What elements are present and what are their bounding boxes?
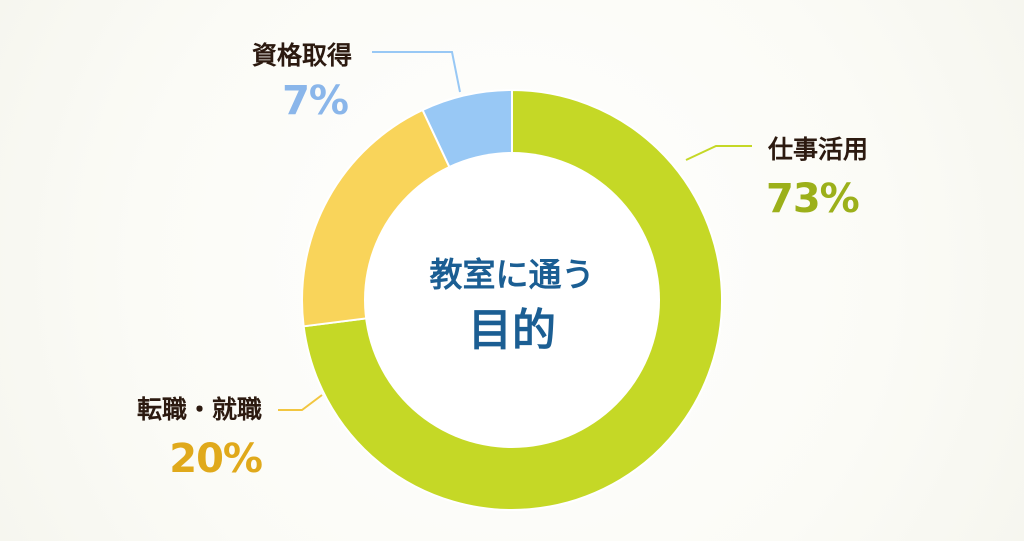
leader-line-career-change: [278, 394, 323, 411]
slice-label-qualification: 資格取得: [252, 41, 352, 70]
leader-line-work-use: [685, 145, 752, 161]
slice-value-career-change: 20%: [169, 436, 262, 482]
donut-hole: [364, 152, 660, 448]
leader-line-qualification: [372, 51, 461, 93]
center-title-line-1: 教室に通う: [430, 255, 595, 294]
slice-value-work-use: 73%: [766, 176, 859, 222]
center-title-line-2: 目的: [468, 305, 556, 356]
slice-labels: 仕事活用 73% 転職・就職 20% 資格取得 7%: [137, 41, 868, 482]
slice-label-work-use: 仕事活用: [767, 135, 868, 164]
slice-value-qualification: 7%: [282, 78, 348, 124]
slice-label-career-change: 転職・就職: [137, 395, 262, 424]
leader-lines: [278, 51, 752, 411]
